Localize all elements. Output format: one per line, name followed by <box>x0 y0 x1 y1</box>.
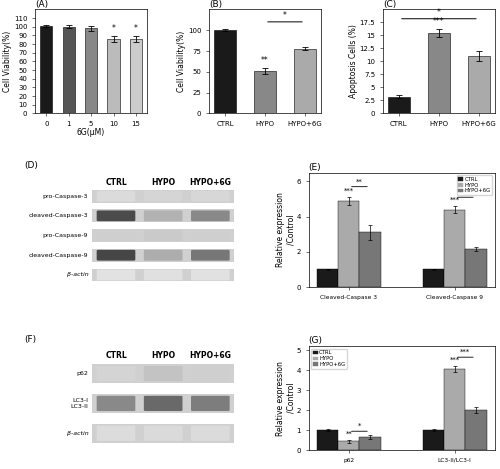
Bar <box>214 30 236 113</box>
FancyBboxPatch shape <box>144 426 182 441</box>
Text: pro-Caspase-9: pro-Caspase-9 <box>43 233 88 238</box>
Bar <box>92 393 234 413</box>
FancyBboxPatch shape <box>191 366 230 381</box>
Bar <box>92 210 234 222</box>
Text: HYPO: HYPO <box>151 178 175 187</box>
Text: CTRL: CTRL <box>105 178 127 187</box>
Text: HYPO+6G: HYPO+6G <box>190 351 232 360</box>
Bar <box>40 26 52 113</box>
Bar <box>444 369 466 450</box>
Text: HYPO+6G: HYPO+6G <box>190 178 232 187</box>
Y-axis label: Cell Viability(%): Cell Viability(%) <box>4 31 13 92</box>
FancyBboxPatch shape <box>191 191 230 202</box>
Bar <box>338 441 359 450</box>
FancyBboxPatch shape <box>191 426 230 441</box>
Y-axis label: Relative expression
/Control: Relative expression /Control <box>276 361 295 436</box>
Text: ***: *** <box>344 188 354 193</box>
Bar <box>338 201 359 287</box>
Text: *: * <box>437 8 441 17</box>
Legend: CTRL, HYPO, HYPO+6G: CTRL, HYPO, HYPO+6G <box>456 175 492 195</box>
Text: **: ** <box>356 178 363 184</box>
FancyBboxPatch shape <box>144 211 182 221</box>
Bar <box>388 97 410 113</box>
Bar <box>294 48 316 113</box>
Bar <box>317 269 338 287</box>
FancyBboxPatch shape <box>96 366 136 381</box>
FancyBboxPatch shape <box>96 211 136 221</box>
Bar <box>92 424 234 443</box>
Bar <box>468 56 490 113</box>
Text: ***: *** <box>460 349 470 355</box>
FancyBboxPatch shape <box>96 426 136 441</box>
FancyBboxPatch shape <box>144 270 182 280</box>
Text: p62: p62 <box>76 371 88 376</box>
Text: (F): (F) <box>24 335 37 344</box>
Text: (G): (G) <box>308 336 322 345</box>
Text: HYPO: HYPO <box>151 351 175 360</box>
Bar <box>317 430 338 450</box>
FancyBboxPatch shape <box>191 250 230 261</box>
Text: (C): (C) <box>383 0 396 8</box>
Text: β-actin: β-actin <box>66 431 88 436</box>
Text: **: ** <box>346 431 352 437</box>
Bar <box>92 269 234 281</box>
Bar <box>423 430 444 450</box>
Text: (D): (D) <box>24 161 38 170</box>
Text: (E): (E) <box>308 163 321 172</box>
Text: (A): (A) <box>35 0 48 8</box>
FancyBboxPatch shape <box>96 230 136 241</box>
Bar <box>444 210 466 287</box>
Text: ***: *** <box>433 16 444 25</box>
Text: ***: *** <box>450 357 460 363</box>
Bar <box>130 39 142 113</box>
FancyBboxPatch shape <box>144 191 182 202</box>
X-axis label: 6G(μM): 6G(μM) <box>77 129 105 137</box>
Bar <box>254 71 276 113</box>
Bar <box>466 410 486 450</box>
Text: cleaved-Caspase-3: cleaved-Caspase-3 <box>28 213 88 219</box>
Bar <box>62 27 75 113</box>
Bar <box>92 364 234 383</box>
Bar <box>423 269 444 287</box>
Text: ***: *** <box>460 189 470 195</box>
Text: CTRL: CTRL <box>105 351 127 360</box>
Text: **: ** <box>261 55 269 65</box>
FancyBboxPatch shape <box>144 396 182 411</box>
FancyBboxPatch shape <box>191 230 230 241</box>
FancyBboxPatch shape <box>191 211 230 221</box>
FancyBboxPatch shape <box>144 366 182 381</box>
FancyBboxPatch shape <box>191 270 230 280</box>
FancyBboxPatch shape <box>96 396 136 411</box>
Text: (B): (B) <box>209 0 222 8</box>
Bar <box>92 249 234 262</box>
Text: cleaved-Caspase-9: cleaved-Caspase-9 <box>28 253 88 258</box>
Text: *: * <box>112 24 116 33</box>
Legend: CTRL, HYPO, HYPO+6G: CTRL, HYPO, HYPO+6G <box>311 349 347 369</box>
Bar <box>108 39 120 113</box>
Bar <box>92 190 234 203</box>
Bar <box>360 437 380 450</box>
Text: ***: *** <box>450 197 460 203</box>
Bar <box>428 33 450 113</box>
Text: β-actin: β-actin <box>66 272 88 277</box>
Y-axis label: Cell Viability(%): Cell Viability(%) <box>178 31 186 92</box>
Text: LC3-I
LC3-II: LC3-I LC3-II <box>70 398 88 409</box>
FancyBboxPatch shape <box>144 230 182 241</box>
Y-axis label: Relative expression
/Control: Relative expression /Control <box>276 192 295 267</box>
Y-axis label: Apoptosis Cells (%): Apoptosis Cells (%) <box>349 24 358 98</box>
Text: *: * <box>358 423 361 429</box>
Bar <box>360 233 380 287</box>
FancyBboxPatch shape <box>96 270 136 280</box>
Bar <box>85 29 98 113</box>
Bar <box>92 229 234 242</box>
Text: *: * <box>283 11 287 20</box>
Text: *: * <box>134 24 138 33</box>
FancyBboxPatch shape <box>96 191 136 202</box>
Text: pro-Caspase-3: pro-Caspase-3 <box>43 194 88 199</box>
FancyBboxPatch shape <box>144 250 182 261</box>
FancyBboxPatch shape <box>96 250 136 261</box>
Bar <box>466 249 486 287</box>
FancyBboxPatch shape <box>191 396 230 411</box>
